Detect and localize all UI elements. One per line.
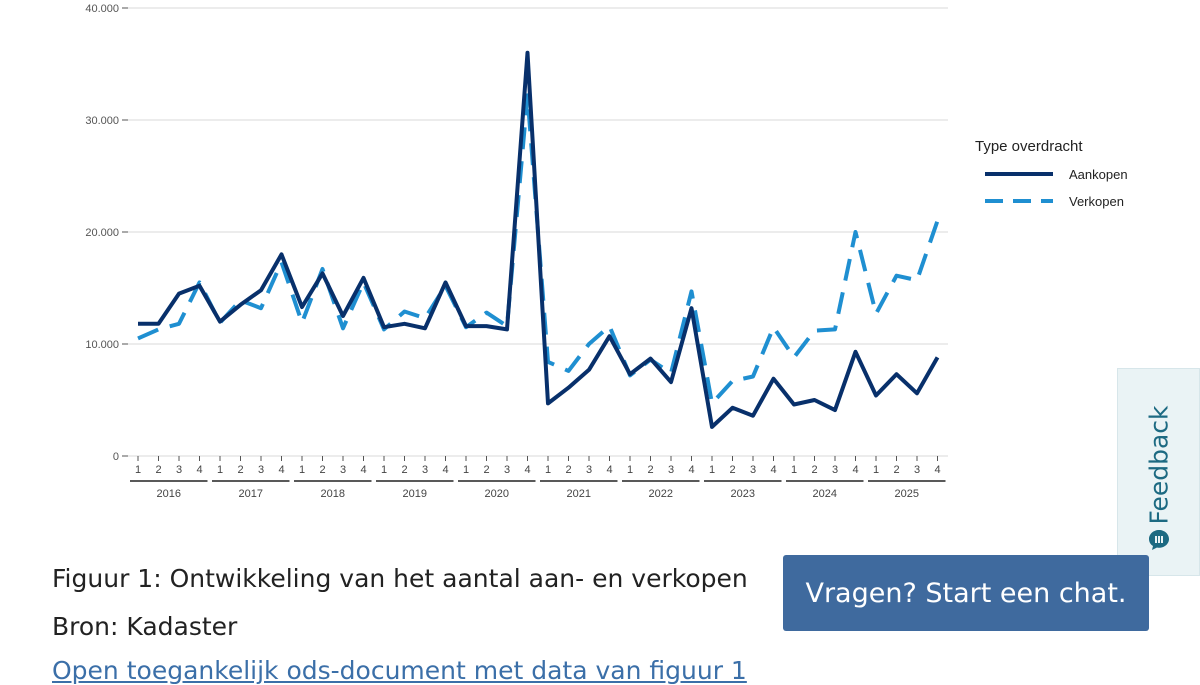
- x-tick-label: 2: [811, 464, 817, 476]
- year-label: 2025: [895, 488, 919, 500]
- y-axis-ticks: 0 10.000 20.000 30.000 40.000: [85, 3, 128, 463]
- x-tick-label: 2: [237, 464, 243, 476]
- x-tick-label: 2: [401, 464, 407, 476]
- source-caption: Bron: Kadaster: [52, 612, 238, 641]
- x-tick-label: 4: [442, 464, 448, 476]
- year-label: 2017: [239, 488, 263, 500]
- x-tick-label: 4: [606, 464, 612, 476]
- series-line-aankopen: [138, 50, 940, 429]
- y-tick-label: 40.000: [85, 3, 119, 15]
- x-tick-label: 3: [914, 464, 920, 476]
- x-tick-label: 1: [463, 464, 469, 476]
- year-label: 2022: [649, 488, 673, 500]
- year-label: 2016: [157, 488, 181, 500]
- x-tick-label: 1: [381, 464, 387, 476]
- x-tick-label: 2: [155, 464, 161, 476]
- legend: Type overdracht Aankopen Verkopen: [975, 138, 1128, 209]
- figure-caption: Figuur 1: Ontwikkeling van het aantal aa…: [52, 564, 748, 593]
- x-tick-label: 2: [647, 464, 653, 476]
- year-label: 2019: [403, 488, 427, 500]
- start-chat-label: Vragen? Start een chat.: [805, 577, 1127, 609]
- x-tick-label: 1: [709, 464, 715, 476]
- feedback-label: Feedback: [1144, 405, 1174, 525]
- year-label: 2020: [485, 488, 509, 500]
- x-tick-label: 3: [258, 464, 264, 476]
- year-label: 2018: [321, 488, 345, 500]
- x-tick-label: 4: [688, 464, 694, 476]
- x-tick-label: 2: [893, 464, 899, 476]
- x-tick-label: 3: [340, 464, 346, 476]
- legend-label-aankopen: Aankopen: [1069, 167, 1128, 182]
- x-tick-label: 2: [565, 464, 571, 476]
- year-label: 2021: [567, 488, 591, 500]
- x-tick-label: 3: [504, 464, 510, 476]
- x-tick-label: 3: [832, 464, 838, 476]
- feedback-tab[interactable]: Feedback: [1117, 368, 1200, 576]
- x-tick-label: 4: [934, 464, 940, 476]
- x-tick-label: 1: [627, 464, 633, 476]
- legend-title: Type overdracht: [975, 138, 1083, 155]
- x-tick-label: 4: [278, 464, 284, 476]
- x-tick-label: 2: [319, 464, 325, 476]
- x-tick-label: 1: [217, 464, 223, 476]
- x-tick-label: 1: [299, 464, 305, 476]
- y-tick-label: 0: [113, 451, 119, 463]
- x-tick-label: 1: [135, 464, 141, 476]
- x-tick-label: 3: [176, 464, 182, 476]
- data-download-link[interactable]: Open toegankelijk ods-document met data …: [52, 656, 747, 685]
- x-tick-label: 3: [586, 464, 592, 476]
- year-label: 2024: [813, 488, 837, 500]
- y-tick-label: 30.000: [85, 115, 119, 127]
- x-tick-label: 1: [791, 464, 797, 476]
- x-axis: 1 2 3 4 2016 1 2 3 4 2017 1 2 3 4 2018 1 2 3 4 2019 1 2 3 4 2020…: [130, 456, 946, 500]
- x-tick-label: 1: [873, 464, 879, 476]
- x-tick-label: 4: [524, 464, 530, 476]
- x-tick-label: 2: [729, 464, 735, 476]
- x-tick-label: 3: [750, 464, 756, 476]
- x-tick-label: 1: [545, 464, 551, 476]
- y-tick-label: 20.000: [85, 227, 119, 239]
- x-tick-label: 3: [668, 464, 674, 476]
- legend-label-verkopen: Verkopen: [1069, 194, 1124, 209]
- x-tick-label: 4: [360, 464, 366, 476]
- start-chat-button[interactable]: Vragen? Start een chat.: [783, 555, 1149, 631]
- year-label: 2023: [731, 488, 755, 500]
- y-tick-label: 10.000: [85, 339, 119, 351]
- x-tick-label: 4: [770, 464, 776, 476]
- x-tick-label: 4: [196, 464, 202, 476]
- chat-bubble-icon: [1149, 530, 1169, 550]
- x-tick-label: 4: [852, 464, 858, 476]
- series-lines: [137, 50, 940, 429]
- x-tick-label: 2: [483, 464, 489, 476]
- x-tick-label: 3: [422, 464, 428, 476]
